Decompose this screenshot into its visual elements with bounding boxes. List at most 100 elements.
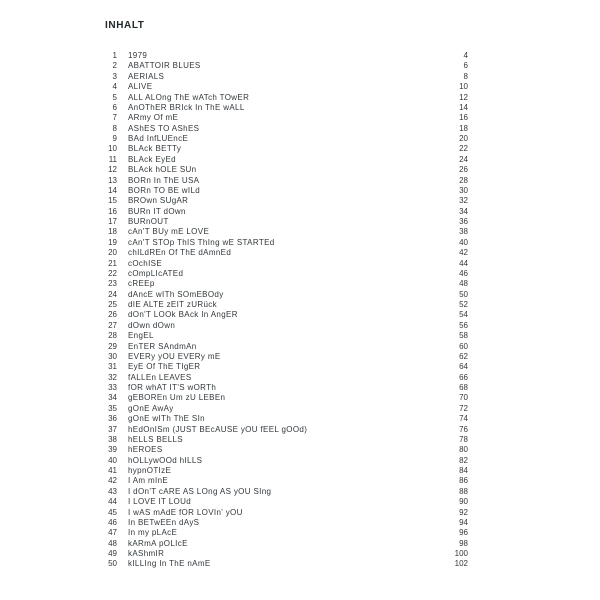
toc-row: 34 gEBOREn Um zU LEBEn 70 — [88, 393, 468, 403]
toc-entry-page: 10 — [459, 82, 468, 92]
toc-entry-title: ALIVE — [128, 82, 153, 92]
toc-entry-number: 14 — [108, 185, 117, 195]
toc-entry-number: 35 — [108, 403, 117, 413]
toc-entry-page: 86 — [459, 476, 468, 486]
toc-entry-page: 60 — [459, 341, 468, 351]
toc-entry-number: 23 — [108, 279, 117, 289]
toc-row: 7 ARmy Of mE 16 — [88, 113, 468, 123]
toc-row: 19 cAn'T STOp ThIS ThIng wE STARTEd 40 — [88, 238, 468, 248]
toc-entry-number: 15 — [108, 196, 117, 206]
toc-entry-number: 47 — [108, 528, 117, 538]
toc-row: 23 cREEp 48 — [88, 279, 468, 289]
toc-entry-number: 38 — [108, 434, 117, 444]
toc-entry-title: BURnOUT — [128, 217, 169, 226]
toc-entry-page: 100 — [454, 549, 468, 558]
toc-entry-page: 78 — [459, 434, 468, 444]
toc-entry-number: 20 — [108, 248, 117, 258]
toc-row: 13 BORn In ThE USA 28 — [88, 176, 468, 186]
toc-row: 35 gOnE AwAy 72 — [88, 404, 468, 414]
toc-row: 44 I LOVE IT LOUd 90 — [88, 497, 468, 507]
toc-entry-number: 17 — [108, 217, 117, 226]
toc-entry-title: BLAck BETTy — [128, 144, 182, 154]
toc-entry-page: 62 — [459, 351, 468, 361]
toc-row: 9 BAd InfLUEncE 20 — [88, 134, 468, 144]
toc-entry-number: 13 — [108, 175, 117, 185]
toc-row: 36 gOnE wITh ThE SIn 74 — [88, 414, 468, 424]
toc-entry-number: 27 — [108, 320, 117, 330]
toc-row: 41 hypnOTIzE 84 — [88, 466, 468, 476]
toc-entry-number: 30 — [108, 351, 117, 361]
toc-row: 32 fALLEn LEAVES 66 — [88, 373, 468, 383]
toc-entry-number: 25 — [108, 300, 117, 309]
table-of-contents: 1 1979 4 2 ABATTOIR BLUES 6 3 AERIALS 8 4 ALIVE 10 5… — [88, 51, 468, 570]
toc-entry-number: 42 — [108, 476, 117, 486]
toc-entry-page: 6 — [463, 61, 468, 71]
toc-entry-page: 42 — [459, 248, 468, 258]
toc-entry-number: 11 — [108, 154, 117, 164]
toc-row: 46 In BETwEEn dAyS 94 — [88, 518, 468, 528]
toc-entry-title: BORn In ThE USA — [128, 175, 200, 185]
toc-entry-page: 20 — [459, 134, 468, 143]
toc-entry-page: 26 — [459, 165, 468, 175]
toc-entry-number: 34 — [108, 393, 117, 403]
toc-entry-title: In my pLAcE — [128, 528, 178, 538]
toc-entry-page: 74 — [459, 414, 468, 424]
toc-entry-page: 16 — [459, 113, 468, 123]
toc-row: 26 dOn'T LOOk BAck In AngER 54 — [88, 310, 468, 320]
toc-entry-number: 29 — [108, 341, 117, 351]
toc-row: 37 hEdOnISm (JUST BEcAUSE yOU fEEL gOOd) 7… — [88, 425, 468, 435]
toc-entry-title: ABATTOIR BLUES — [128, 61, 201, 71]
toc-entry-number: 2 — [112, 61, 117, 71]
toc-entry-page: 22 — [459, 144, 468, 154]
toc-entry-page: 48 — [459, 279, 468, 289]
toc-entry-page: 70 — [459, 393, 468, 403]
toc-entry-title: dAncE wITh SOmEBOdy — [128, 289, 224, 299]
toc-entry-number: 40 — [108, 455, 117, 465]
toc-entry-number: 12 — [108, 165, 117, 175]
toc-row: 24 dAncE wITh SOmEBOdy 50 — [88, 290, 468, 300]
toc-row: 3 AERIALS 8 — [88, 72, 468, 82]
toc-entry-title: BROwn SUgAR — [128, 196, 189, 206]
toc-entry-page: 98 — [459, 538, 468, 548]
toc-entry-number: 7 — [112, 113, 117, 123]
toc-entry-page: 12 — [459, 92, 468, 102]
toc-entry-title: kILLIng In ThE nAmE — [128, 559, 211, 569]
toc-row: 21 cOchISE 44 — [88, 259, 468, 269]
toc-row: 8 AShES TO AShES 18 — [88, 124, 468, 134]
toc-entry-number: 45 — [108, 507, 117, 517]
toc-entry-number: 26 — [108, 310, 117, 320]
toc-entry-number: 6 — [112, 102, 117, 112]
toc-entry-page: 4 — [463, 51, 468, 60]
toc-entry-title: AERIALS — [128, 71, 165, 81]
toc-entry-page: 52 — [459, 300, 468, 309]
toc-row: 43 I dOn'T cARE AS LOng AS yOU SIng 88 — [88, 487, 468, 497]
toc-entry-page: 84 — [459, 466, 468, 475]
toc-entry-title: gOnE wITh ThE SIn — [128, 414, 205, 424]
toc-row: 11 BLAck EyEd 24 — [88, 155, 468, 165]
toc-entry-title: cOmpLIcATEd — [128, 268, 184, 278]
toc-entry-number: 41 — [108, 466, 117, 475]
toc-entry-page: 94 — [459, 517, 468, 527]
toc-entry-page: 46 — [459, 268, 468, 278]
toc-entry-number: 8 — [112, 123, 117, 133]
toc-row: 12 BLAck hOLE SUn 26 — [88, 165, 468, 175]
toc-entry-number: 10 — [108, 144, 117, 154]
toc-row: 16 BURn IT dOwn 34 — [88, 207, 468, 217]
toc-row: 2 ABATTOIR BLUES 6 — [88, 61, 468, 71]
toc-row: 38 hELLS BELLS 78 — [88, 435, 468, 445]
toc-row: 22 cOmpLIcATEd 46 — [88, 269, 468, 279]
toc-entry-number: 4 — [112, 82, 117, 92]
toc-entry-number: 50 — [108, 559, 117, 569]
toc-entry-title: fALLEn LEAVES — [128, 372, 192, 382]
toc-entry-page: 58 — [459, 331, 468, 341]
toc-row: 4 ALIVE 10 — [88, 82, 468, 92]
toc-entry-title: gOnE AwAy — [128, 403, 174, 413]
toc-row: 47 In my pLAcE 96 — [88, 528, 468, 538]
toc-row: 31 EyE Of ThE TIgER 64 — [88, 362, 468, 372]
toc-row: 14 BORn TO BE wILd 30 — [88, 186, 468, 196]
toc-entry-number: 49 — [108, 549, 117, 558]
toc-row: 1 1979 4 — [88, 51, 468, 61]
toc-row: 17 BURnOUT 36 — [88, 217, 468, 227]
toc-entry-number: 43 — [108, 486, 117, 496]
